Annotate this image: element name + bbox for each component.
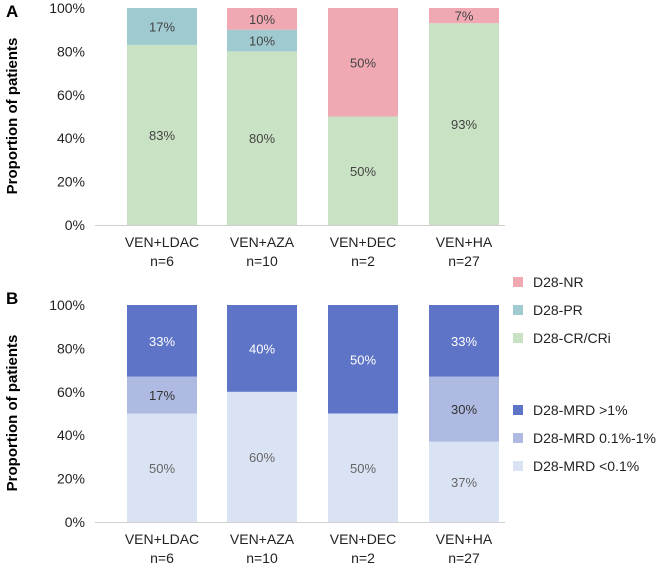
bar-segment (227, 29, 297, 52)
data-label: 83% (149, 128, 175, 143)
legend-swatch (513, 333, 523, 343)
y-tick-label: 100% (49, 297, 85, 313)
legend-swatch (513, 461, 523, 471)
panel-letter-b: B (6, 289, 18, 308)
x-category-sublabel: n=6 (150, 550, 174, 566)
legend-swatch (513, 305, 523, 315)
data-label: 10% (249, 12, 275, 27)
data-label: 37% (451, 475, 477, 490)
bar-segment (127, 413, 197, 522)
y-tick-label: 40% (57, 130, 85, 146)
x-category-sublabel: n=10 (246, 550, 278, 566)
x-category-label: VEN+AZA (230, 234, 295, 250)
legend-entry: D28-NR (533, 274, 584, 290)
legend-entry: D28-PR (533, 302, 583, 318)
x-category-label: VEN+LDAC (125, 531, 199, 547)
x-category-label: VEN+HA (436, 234, 493, 250)
panel-letter-a: A (6, 2, 18, 21)
bar-segment (328, 116, 398, 225)
bar-segment (127, 305, 197, 377)
bar-segment (429, 23, 499, 225)
y-tick-label: 60% (57, 87, 85, 103)
x-category-label: VEN+LDAC (125, 234, 199, 250)
data-label: 17% (149, 19, 175, 34)
y-tick-label: 0% (65, 514, 85, 530)
y-tick-label: 100% (49, 0, 85, 16)
data-label: 33% (451, 334, 477, 349)
data-label: 33% (149, 334, 175, 349)
bar-segment (328, 413, 398, 522)
bar-segment (328, 8, 398, 117)
data-label: 93% (451, 117, 477, 132)
data-label: 10% (249, 34, 275, 49)
legend-entry: D28-MRD 0.1%-1% (533, 430, 656, 446)
legend-entry: D28-MRD <0.1% (533, 458, 639, 474)
legend-entry: D28-CR/CRi (533, 330, 611, 346)
y-tick-label: 0% (65, 217, 85, 233)
x-category-sublabel: n=27 (448, 550, 480, 566)
y-tick-label: 40% (57, 427, 85, 443)
y-tick-label: 80% (57, 43, 85, 59)
x-category-label: VEN+HA (436, 531, 493, 547)
x-category-sublabel: n=27 (448, 253, 480, 269)
bar-segment (429, 8, 499, 24)
data-label: 50% (350, 461, 376, 476)
legend-entry: D28-MRD >1% (533, 402, 628, 418)
y-axis-label: Proportion of patients (4, 335, 21, 492)
legend-swatch (513, 277, 523, 287)
bar-segment (127, 44, 197, 225)
y-tick-label: 80% (57, 340, 85, 356)
data-label: 50% (350, 164, 376, 179)
x-category-sublabel: n=2 (351, 253, 375, 269)
y-axis-label: Proportion of patients (4, 38, 21, 195)
legend-swatch (513, 433, 523, 443)
bar-segment (127, 376, 197, 414)
bar-segment (328, 305, 398, 414)
bar-segment (429, 305, 499, 377)
data-label: 30% (451, 402, 477, 417)
x-category-sublabel: n=2 (351, 550, 375, 566)
data-label: 50% (149, 461, 175, 476)
x-category-label: VEN+AZA (230, 531, 295, 547)
data-label: 80% (249, 131, 275, 146)
bar-segment (429, 441, 499, 522)
legend-swatch (513, 405, 523, 415)
data-label: 50% (350, 352, 376, 367)
x-category-label: VEN+DEC (330, 234, 397, 250)
x-category-sublabel: n=10 (246, 253, 278, 269)
bar-segment (227, 305, 297, 392)
bar-segment (429, 376, 499, 442)
x-category-label: VEN+DEC (330, 531, 397, 547)
bar-segment (227, 391, 297, 522)
data-label: 60% (249, 450, 275, 465)
bar-segment (227, 8, 297, 30)
data-label: 50% (350, 55, 376, 70)
data-label: 7% (455, 9, 474, 24)
x-category-sublabel: n=6 (150, 253, 174, 269)
y-tick-label: 20% (57, 471, 85, 487)
bar-segment (127, 8, 197, 45)
bar-segment (227, 51, 297, 226)
y-tick-label: 60% (57, 384, 85, 400)
y-tick-label: 20% (57, 174, 85, 190)
data-label: 40% (249, 341, 275, 356)
data-label: 17% (149, 388, 175, 403)
